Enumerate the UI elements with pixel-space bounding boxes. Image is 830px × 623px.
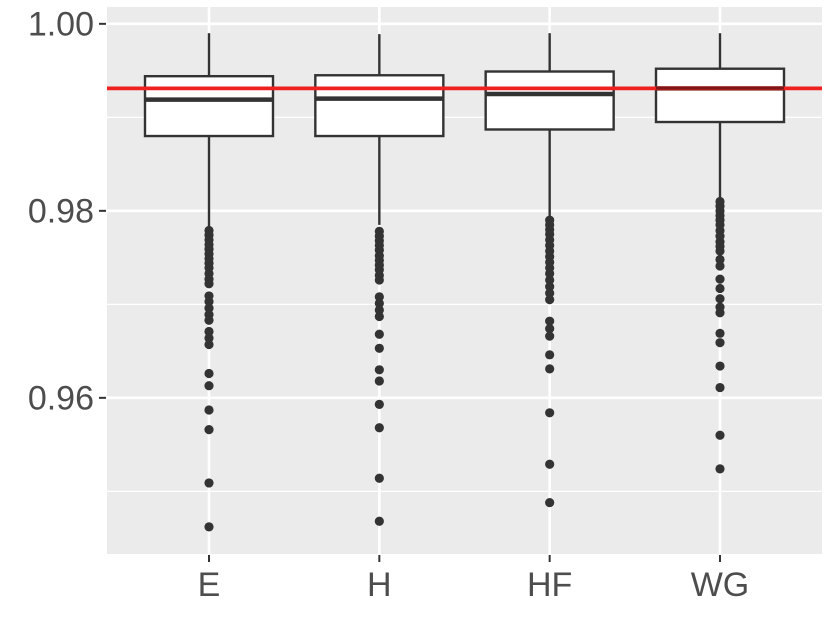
outlier-point bbox=[715, 361, 725, 371]
outlier-point bbox=[374, 305, 384, 315]
y-tick-label: 0.98 bbox=[28, 193, 94, 231]
outlier-point bbox=[545, 275, 555, 285]
x-tick-label-HF: HF bbox=[527, 566, 572, 604]
outlier-point bbox=[204, 425, 214, 435]
outlier-point bbox=[374, 311, 384, 322]
outlier-point bbox=[545, 497, 555, 508]
outlier-point bbox=[204, 368, 214, 379]
outlier-point bbox=[204, 303, 214, 313]
outlier-point bbox=[715, 308, 725, 318]
outlier-point bbox=[374, 365, 384, 375]
outlier-point bbox=[374, 473, 384, 483]
outlier-point bbox=[715, 464, 725, 474]
boxplot-group-E bbox=[143, 33, 275, 532]
outlier-point bbox=[374, 275, 384, 285]
outlier-point bbox=[204, 522, 214, 532]
outlier-point bbox=[374, 516, 384, 526]
outlier-point bbox=[545, 295, 555, 305]
outlier-point bbox=[715, 246, 725, 256]
outlier-point bbox=[204, 296, 214, 307]
outlier-point bbox=[715, 261, 725, 271]
box-iqr bbox=[314, 74, 445, 138]
x-tick-label-H: H bbox=[367, 566, 392, 604]
outlier-point bbox=[545, 350, 555, 360]
boxplot-group-HF bbox=[484, 33, 615, 508]
outlier-point bbox=[545, 331, 555, 341]
outlier-point bbox=[545, 459, 555, 469]
outlier-point bbox=[545, 324, 555, 334]
x-tick-label-E: E bbox=[198, 566, 221, 604]
outlier-point bbox=[545, 408, 555, 418]
outlier-point bbox=[715, 382, 725, 393]
outlier-point bbox=[715, 283, 725, 294]
outlier-point bbox=[374, 376, 384, 386]
box-iqr bbox=[654, 67, 786, 124]
y-tick-label: 1.00 bbox=[28, 6, 94, 44]
outlier-point bbox=[545, 316, 555, 326]
outlier-point bbox=[374, 399, 384, 409]
x-tick-label-WG: WG bbox=[691, 566, 750, 604]
outlier-point bbox=[374, 343, 384, 353]
outlier-point bbox=[204, 405, 214, 415]
outlier-point bbox=[715, 338, 725, 348]
outlier-point bbox=[374, 329, 384, 339]
outlier-point bbox=[204, 315, 214, 325]
boxplot-group-H bbox=[314, 34, 445, 526]
box-iqr bbox=[143, 74, 275, 138]
outlier-point bbox=[545, 281, 555, 292]
outlier-point bbox=[374, 423, 384, 433]
outlier-point bbox=[204, 478, 214, 488]
outlier-point bbox=[204, 381, 214, 391]
y-tick-label: 0.96 bbox=[28, 380, 94, 418]
box-iqr bbox=[484, 70, 615, 131]
outlier-point bbox=[715, 254, 725, 265]
outlier-point bbox=[715, 328, 725, 338]
outlier-point bbox=[374, 292, 384, 302]
outlier-point bbox=[715, 294, 725, 304]
outlier-point bbox=[204, 279, 214, 289]
outlier-point bbox=[715, 274, 725, 284]
outlier-point bbox=[374, 298, 384, 309]
outlier-point bbox=[715, 430, 725, 440]
outlier-point bbox=[545, 364, 555, 374]
outlier-point bbox=[204, 339, 214, 350]
outlier-point bbox=[204, 326, 214, 337]
outlier-point bbox=[545, 268, 555, 279]
outlier-point bbox=[545, 288, 555, 298]
outlier-point bbox=[204, 333, 214, 343]
